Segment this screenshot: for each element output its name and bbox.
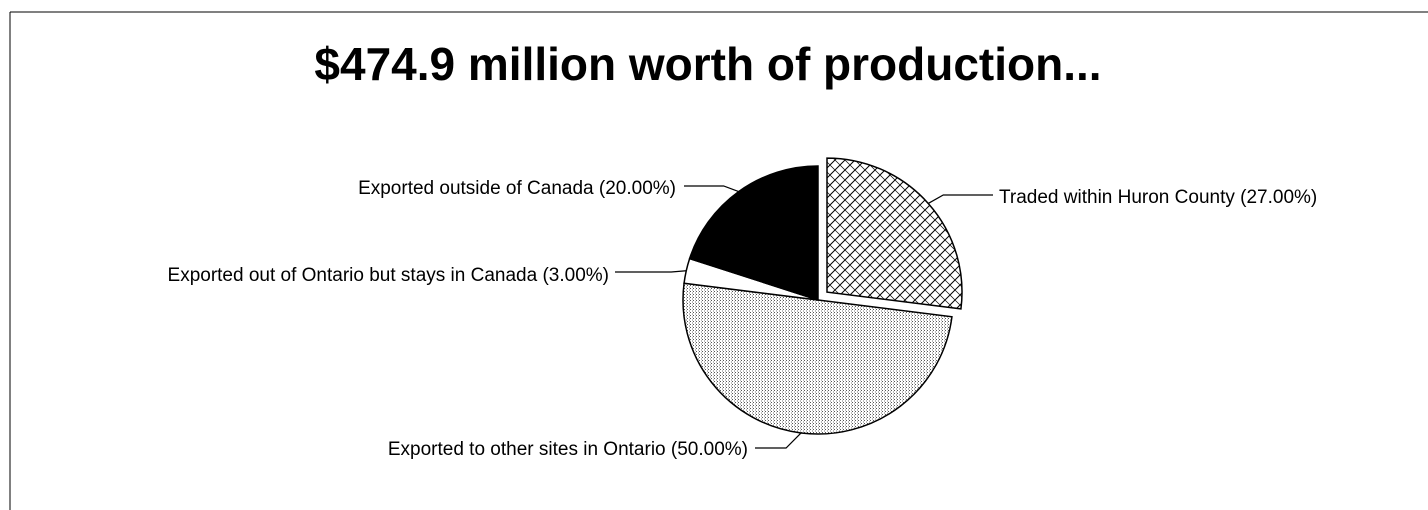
pie-slices: [682, 157, 963, 435]
leader-line-traded-within-huron-county: [927, 194, 993, 204]
leader-line-exported-outside-of-canada: [684, 185, 739, 193]
slice-label-exported-out-of-ontario: Exported out of Ontario but stays in Can…: [168, 265, 609, 286]
leader-line-exported-out-of-ontario-but-stays-in-canada: [615, 270, 687, 273]
pie-slice-traded-within-huron-county: [826, 157, 963, 310]
chart-title: $474.9 million worth of production...: [314, 38, 1101, 90]
leader-lines: [615, 185, 993, 449]
slice-label-traded-within-huron-county: Traded within Huron County (27.00%): [999, 187, 1317, 208]
slice-label-exported-other-sites-ontario: Exported to other sites in Ontario (50.0…: [388, 439, 748, 460]
leader-line-exported-to-other-sites-in-ontario: [755, 432, 802, 449]
slice-label-exported-outside-canada: Exported outside of Canada (20.00%): [358, 178, 676, 199]
pie-slice-exported-to-other-sites-in-ontario: [682, 282, 953, 435]
